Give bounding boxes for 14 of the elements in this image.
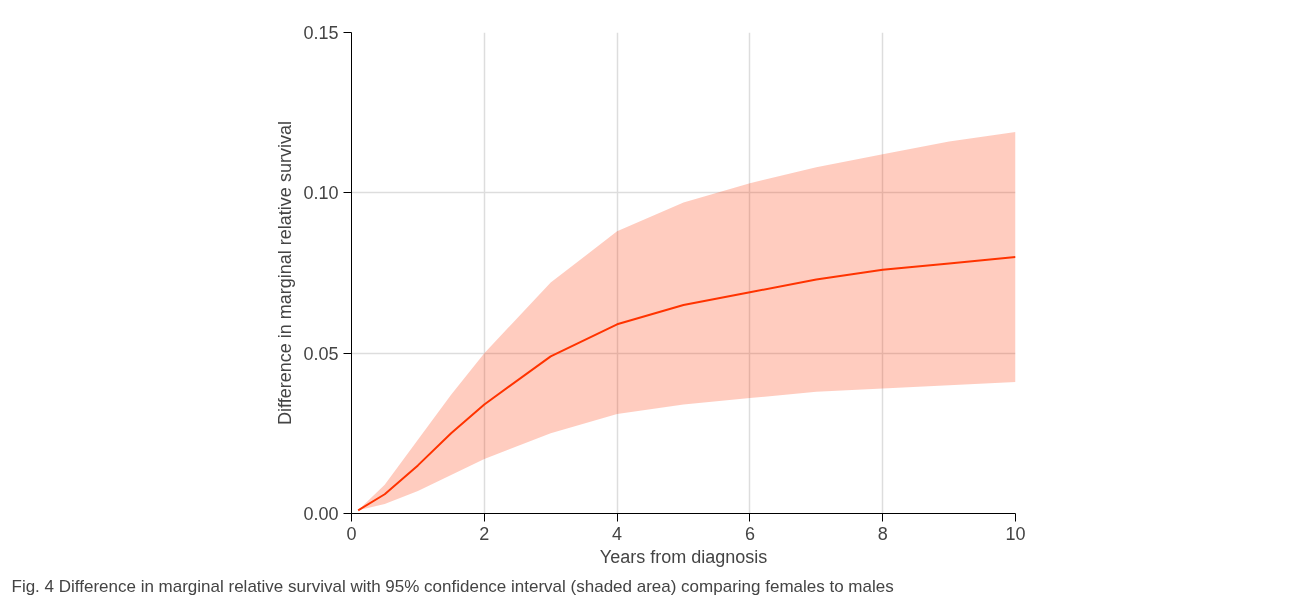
y-axis-title: Difference in marginal relative survival [275, 121, 296, 425]
x-tick-label: 10 [1005, 523, 1026, 544]
x-tick-label: 8 [877, 523, 888, 544]
line-series [357, 255, 1016, 512]
caption: Fig. 4 Difference in marginal relative survival with 95% confidence interval (shaded area) comparing females to males [11, 576, 894, 596]
x-tick-label: 6 [744, 523, 755, 544]
y-tick-label: 0.10 [303, 183, 339, 204]
y-tick-label: 0.15 [303, 23, 339, 43]
x-tick-label: 0 [346, 523, 357, 544]
y-tick-label: 0.00 [303, 504, 339, 524]
y-tick-label: 0.05 [303, 343, 339, 364]
x-axis-title: Years from diagnosis [599, 546, 768, 567]
x-tick-label: 4 [612, 523, 623, 544]
x-tick-label: 2 [479, 523, 490, 544]
